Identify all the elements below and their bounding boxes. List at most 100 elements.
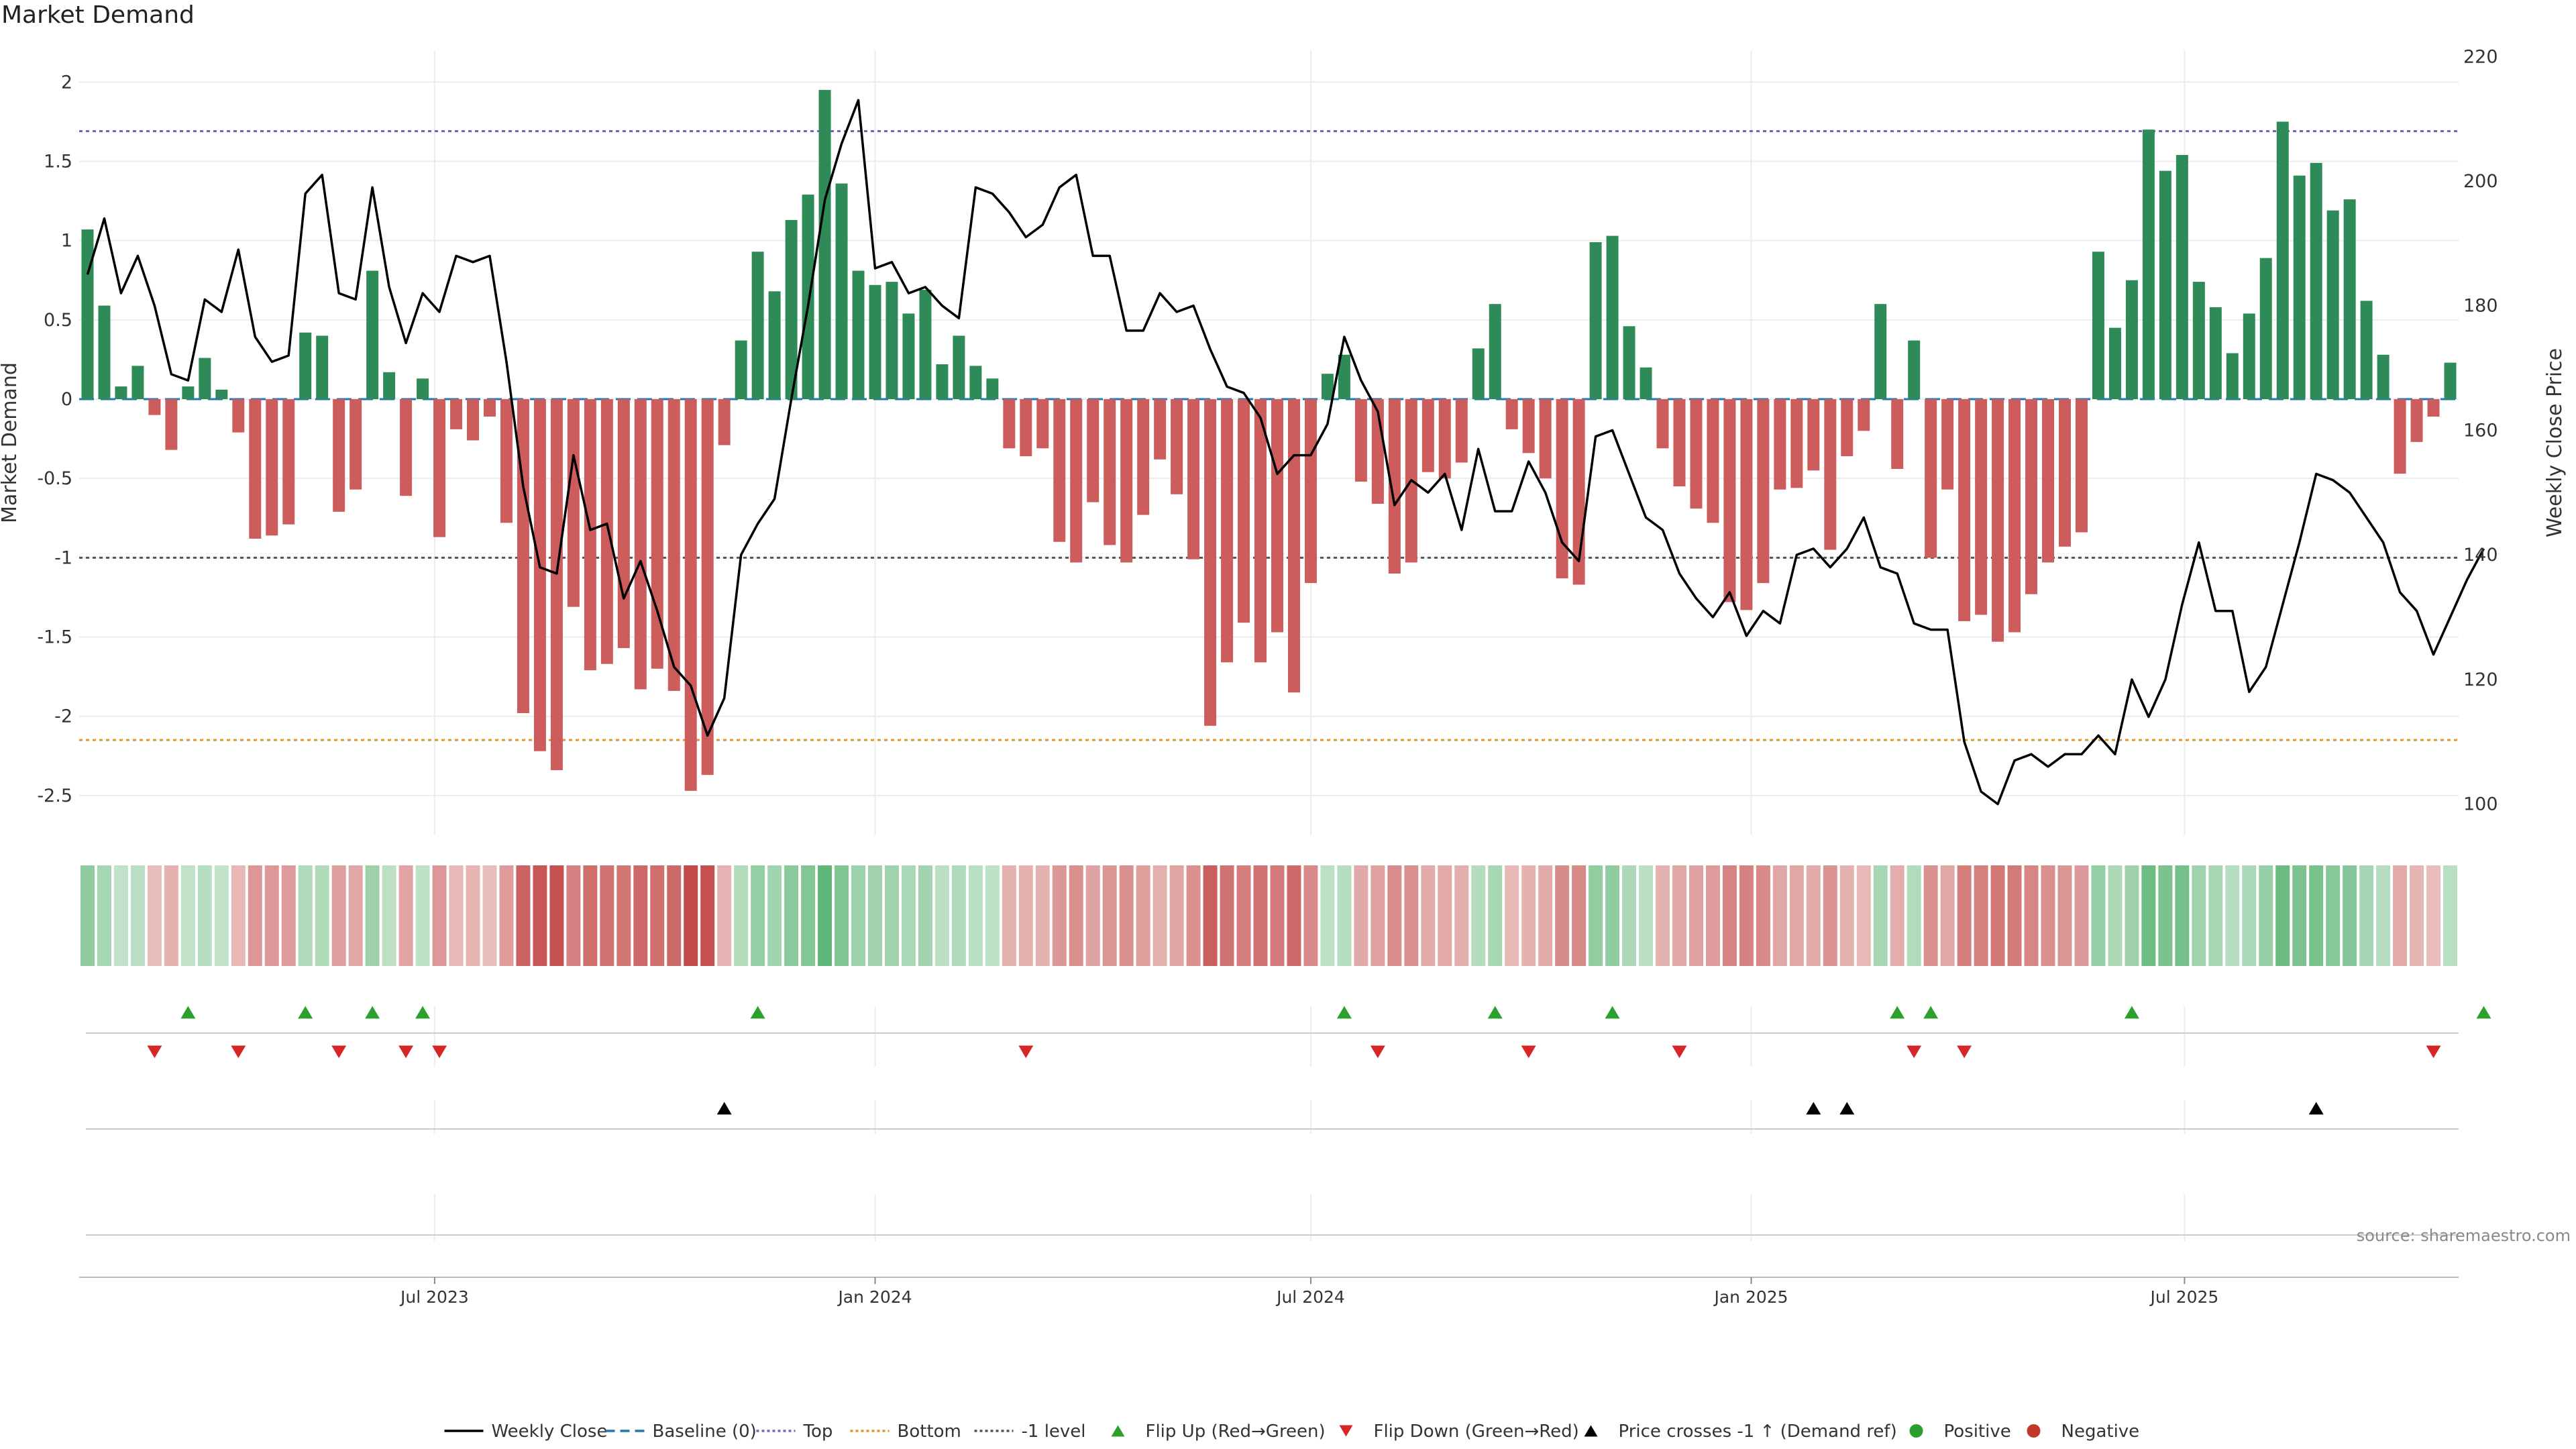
heat-cell [1940, 865, 1955, 966]
heat-cell [985, 865, 1000, 966]
heat-cell [1589, 865, 1603, 966]
demand-bar [1489, 304, 1501, 399]
demand-bar [517, 399, 529, 713]
heat-cell [298, 865, 313, 966]
y-tick-label-left: -2 [54, 706, 72, 727]
demand-bar [1505, 399, 1518, 429]
demand-bar [735, 340, 747, 399]
legend-item: Price crosses -1 ↑ (Demand ref) [1584, 1421, 1897, 1442]
heat-cell [248, 865, 262, 966]
flip-up-marker [2476, 1006, 2491, 1019]
heat-cell [1303, 865, 1318, 966]
flip-up-marker [1605, 1006, 1620, 1019]
y-axis-label-right: Weekly Close Price [2543, 348, 2567, 537]
x-axis: Jul 2023 Jan 2024 Jul 2024 Jan 2025 Jul 2025 [79, 1277, 2459, 1307]
demand-bar [1036, 399, 1049, 449]
heat-cell [1688, 865, 1703, 966]
heat-cell [633, 865, 648, 966]
legend-swatch [2027, 1424, 2041, 1438]
heat-cell [2410, 865, 2424, 966]
heat-cell [1974, 865, 1988, 966]
y-tick-label-left: -2.5 [37, 786, 72, 806]
flip-down-marker [1907, 1045, 1922, 1059]
demand-bar [148, 399, 161, 415]
demand-bar [1623, 326, 1635, 399]
y-tick-label-left: 1.5 [44, 151, 72, 172]
demand-bar [2410, 399, 2423, 442]
y-tick-label-left: -1.5 [37, 627, 72, 648]
demand-bar [81, 229, 94, 399]
demand-bar [2326, 210, 2339, 399]
demand-bar [986, 378, 999, 399]
flip-down-marker [231, 1045, 246, 1059]
gridlines [79, 50, 2459, 1241]
demand-bar [299, 332, 312, 399]
demand-bar [282, 399, 295, 525]
heat-cell [1856, 865, 1871, 966]
heat-cell [1270, 865, 1285, 966]
heat-cell [1605, 865, 1620, 966]
heat-cell [1102, 865, 1117, 966]
heat-cell [2292, 865, 2307, 966]
demand-bar [785, 219, 798, 399]
heat-cell [516, 865, 531, 966]
heat-cell [851, 865, 866, 966]
demand-bar [1338, 354, 1350, 399]
demand-bar [2192, 282, 2205, 399]
heat-cell [835, 865, 849, 966]
heat-cell [1085, 865, 1100, 966]
demand-bar [1472, 348, 1485, 399]
flip-up-marker [750, 1006, 765, 1019]
flip-down-marker [1370, 1045, 1385, 1059]
heat-cell [2091, 865, 2106, 966]
heat-cell [398, 865, 413, 966]
demand-bar [1958, 399, 1971, 621]
demand-bar [1104, 399, 1116, 545]
legend-item: Baseline (0) [605, 1421, 757, 1442]
heat-cell [2443, 865, 2458, 966]
demand-bar [1221, 399, 1234, 663]
heat-cell [801, 865, 816, 966]
demand-bar [215, 389, 228, 399]
heat-cell [365, 865, 380, 966]
demand-bar [684, 399, 697, 791]
legend-label: Flip Down (Green→Red) [1374, 1421, 1579, 1442]
demand-bar [1388, 399, 1401, 574]
weekly-close-line [86, 99, 2485, 806]
flip-up-marker [415, 1006, 431, 1019]
demand-bar [2159, 170, 2171, 400]
demand-bar [1757, 399, 1770, 584]
legend-label: Positive [1944, 1421, 2011, 1442]
demand-bar [584, 399, 596, 671]
heat-cell [164, 865, 178, 966]
demand-bar [98, 305, 111, 399]
heat-cell [616, 865, 631, 966]
demand-bar [818, 90, 831, 399]
legend-item: Positive [1909, 1421, 2011, 1442]
heat-cell [113, 865, 128, 966]
heat-cell [734, 865, 749, 966]
heat-cell [1823, 865, 1837, 966]
heat-cell [1772, 865, 1787, 966]
flip-up-marker [1890, 1006, 1905, 1019]
heat-cell [583, 865, 598, 966]
heat-cell [1656, 865, 1670, 966]
source-note: source: sharemaestro.com [2357, 1226, 2571, 1245]
heat-cell [934, 865, 949, 966]
event-markers [86, 1006, 2491, 1236]
legend-item: Negative [2027, 1421, 2139, 1442]
heat-cell [1052, 865, 1067, 966]
heat-cell [1639, 865, 1654, 966]
demand-bar [2259, 258, 2272, 399]
x-tick-label: Jul 2024 [1275, 1287, 1345, 1307]
legend-swatch [1339, 1425, 1353, 1437]
heat-cell [348, 865, 363, 966]
demand-bar [450, 399, 463, 429]
demand-bar [467, 399, 479, 441]
demand-bar [417, 378, 429, 399]
heat-cell [382, 865, 396, 966]
heat-cell [1136, 865, 1150, 966]
demand-bar [1740, 399, 1753, 610]
demand-bar [1271, 399, 1283, 633]
